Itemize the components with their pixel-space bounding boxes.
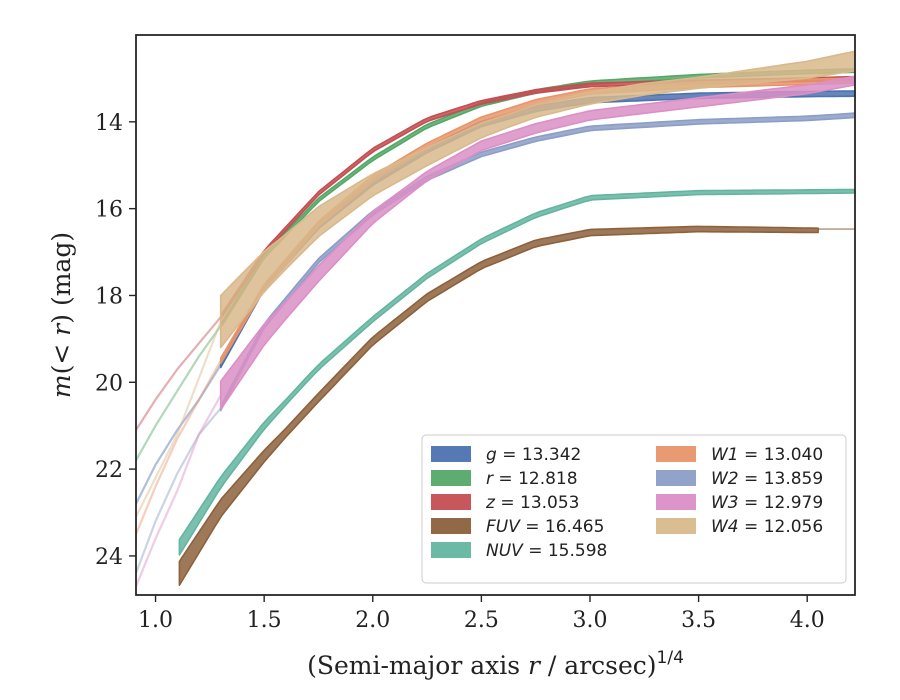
- legend-swatch-w2: [656, 470, 696, 486]
- legend-label-w2: W2 = 13.859: [711, 469, 823, 489]
- x-tick-label: 3.0: [572, 608, 607, 633]
- legend-label-r: r = 12.818: [486, 469, 578, 489]
- series-nuv-band: [178, 188, 855, 556]
- y-tick-label: 18: [95, 284, 123, 309]
- y-tick-label: 24: [95, 545, 123, 570]
- legend-label-w3: W3 = 12.979: [711, 493, 823, 513]
- y-tick-label: 16: [95, 198, 123, 223]
- x-axis-label: (Semi-major axis r / arcsec)1/4: [307, 648, 684, 680]
- series-r-inner-extrapolation: [136, 325, 222, 461]
- series-w3-band: [219, 75, 855, 411]
- x-tick-label: 2.5: [464, 608, 499, 633]
- legend-label-w1: W1 = 13.040: [711, 445, 823, 465]
- series-g-inner-extrapolation: [136, 364, 222, 505]
- legend-swatch-nuv: [431, 542, 471, 558]
- legend-swatch-w3: [656, 494, 696, 510]
- legend-box: [421, 434, 847, 584]
- series-w4-inner-extrapolation: [136, 321, 222, 518]
- ticks-layer: 1.0 1.5 2.0 2.5 3.0 3.5 4.0 14 16 18 20 22 24: [95, 111, 825, 633]
- y-axis-label: m(< r) (mag): [47, 232, 76, 398]
- series-layer: [136, 50, 855, 587]
- legend-swatch-w1: [656, 446, 696, 462]
- series-w3-inner-extrapolation: [136, 394, 222, 587]
- legend: g = 13.342 r = 12.818 z = 13.053 FUV = 16.4…: [421, 434, 847, 584]
- series-fuv-band: [178, 225, 819, 586]
- legend-label-z: z = 13.053: [485, 493, 579, 513]
- y-tick-label: 20: [95, 371, 123, 396]
- x-tick-label: 1.5: [247, 608, 282, 633]
- series-w4-band: [219, 50, 855, 349]
- series-w2-inner-extrapolation: [136, 407, 222, 574]
- y-tick-label: 22: [95, 458, 123, 483]
- legend-swatch-r: [431, 470, 471, 486]
- legend-swatch-z: [431, 494, 471, 510]
- legend-label-w4: W4 = 12.056: [711, 517, 823, 537]
- plot-frame: [135, 34, 856, 596]
- x-tick-label: 4.0: [790, 608, 825, 633]
- x-tick-label: 3.5: [681, 608, 716, 633]
- legend-swatch-g: [431, 446, 471, 462]
- legend-label-nuv: NUV = 15.598: [486, 541, 607, 561]
- x-tick-label: 2.0: [355, 608, 390, 633]
- legend-label-g: g = 13.342: [486, 445, 581, 465]
- x-tick-label: 1.0: [138, 608, 173, 633]
- legend-swatch-w4: [656, 518, 696, 534]
- y-tick-label: 14: [95, 111, 123, 136]
- legend-label-fuv: FUV = 16.465: [486, 517, 604, 537]
- series-r-band: [219, 68, 855, 329]
- series-z-inner-extrapolation: [136, 316, 222, 431]
- legend-swatch-fuv: [431, 518, 471, 534]
- series-w1-inner-extrapolation: [136, 360, 222, 535]
